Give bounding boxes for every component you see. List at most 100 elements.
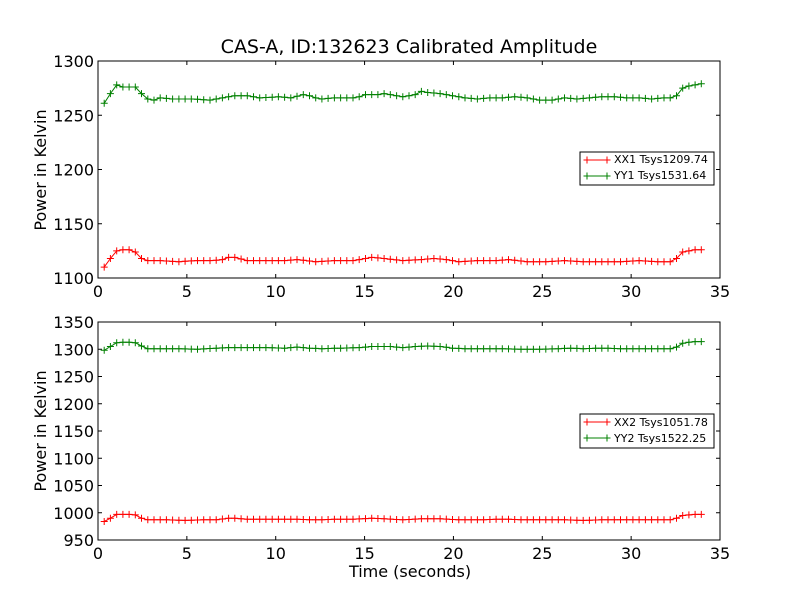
data-point-marker <box>405 92 413 100</box>
data-point-marker <box>573 95 581 103</box>
data-point-marker <box>467 345 475 353</box>
data-point-marker <box>287 94 295 102</box>
legend-label-yy2: YY2 Tsys1522.25 <box>613 432 706 445</box>
data-point-marker <box>424 342 432 350</box>
data-point-marker <box>585 258 593 266</box>
data-point-marker <box>100 263 108 271</box>
data-point-marker <box>635 345 643 353</box>
data-point-marker <box>511 256 519 264</box>
data-point-marker <box>144 516 152 524</box>
data-point-marker <box>150 516 158 524</box>
data-point-marker <box>218 515 226 523</box>
data-point-marker <box>542 96 550 104</box>
data-point-marker <box>225 344 233 352</box>
y-tick-label: 1150 <box>53 422 94 441</box>
data-point-marker <box>293 515 301 523</box>
data-point-marker <box>598 93 606 101</box>
data-point-marker <box>386 91 394 99</box>
data-point-marker <box>529 95 537 103</box>
data-point-marker <box>218 94 226 102</box>
data-point-marker <box>368 91 376 99</box>
data-point-marker <box>691 81 699 89</box>
data-point-marker <box>604 93 612 101</box>
data-point-marker <box>685 511 693 519</box>
data-point-marker <box>231 253 239 261</box>
data-point-marker <box>169 95 177 103</box>
legend-label-yy1: YY1 Tsys1531.64 <box>613 169 706 182</box>
data-point-marker <box>256 515 264 523</box>
data-point-marker <box>573 344 581 352</box>
data-point-marker <box>486 94 494 102</box>
data-point-marker <box>162 516 170 524</box>
data-point-marker <box>312 258 320 266</box>
data-point-marker <box>337 94 345 102</box>
data-point-marker <box>411 91 419 99</box>
data-point-marker <box>523 516 531 524</box>
data-point-marker <box>505 256 512 264</box>
legend-swatch-marker <box>583 434 591 442</box>
y-tick-label: 1300 <box>53 340 94 359</box>
data-point-marker <box>536 258 544 266</box>
data-point-marker <box>343 515 351 523</box>
data-point-marker <box>617 93 624 101</box>
data-point-marker <box>306 344 313 352</box>
data-point-marker <box>598 516 606 524</box>
data-point-marker <box>138 514 145 522</box>
data-point-marker <box>368 514 376 522</box>
data-point-marker <box>380 255 388 262</box>
legend-box <box>579 151 715 186</box>
data-point-marker <box>666 258 674 266</box>
data-point-marker <box>660 516 668 524</box>
plot-panel-bottom: XX2 Tsys1051.78 YY2 Tsys1522.25 Power in… <box>31 313 730 581</box>
y-tick-label: 1200 <box>53 395 94 414</box>
data-point-marker <box>473 516 481 524</box>
data-point-marker <box>324 345 332 352</box>
data-point-marker <box>299 516 307 523</box>
chart-title: CAS-A, ID:132623 Calibrated Amplitude <box>221 36 598 58</box>
data-point-marker <box>374 91 382 99</box>
data-point-marker <box>393 516 401 523</box>
data-point-marker <box>654 258 662 266</box>
data-point-marker <box>411 515 419 523</box>
data-point-marker <box>231 514 239 522</box>
data-point-marker <box>237 344 245 352</box>
data-point-marker <box>187 516 195 524</box>
data-point-marker <box>200 345 208 353</box>
data-point-marker <box>169 257 177 265</box>
data-point-marker <box>623 345 631 353</box>
data-point-marker <box>337 515 345 523</box>
data-point-marker <box>206 257 214 265</box>
data-point-marker <box>181 257 189 265</box>
data-point-marker <box>517 345 525 353</box>
y-tick-label: 1350 <box>53 313 94 332</box>
data-point-marker <box>324 257 332 265</box>
data-point-marker <box>641 94 649 102</box>
data-point-marker <box>685 247 693 255</box>
data-point-marker <box>306 257 313 265</box>
data-point-marker <box>461 516 469 524</box>
data-point-marker <box>523 345 531 353</box>
data-point-marker <box>113 81 121 89</box>
data-point-marker <box>250 93 257 101</box>
data-point-marker <box>548 516 556 524</box>
data-point-marker <box>666 94 674 102</box>
data-point-marker <box>492 515 500 523</box>
data-point-marker <box>679 512 687 519</box>
data-point-marker <box>492 345 500 353</box>
data-point-marker <box>343 94 351 102</box>
data-point-marker <box>131 83 139 91</box>
data-point-marker <box>100 518 108 525</box>
data-point-marker <box>455 258 463 266</box>
data-point-marker <box>218 344 226 352</box>
x-tick-label: 0 <box>93 544 103 563</box>
data-point-marker <box>362 515 369 523</box>
legend-swatch-marker <box>603 418 611 426</box>
data-point-marker <box>131 511 139 519</box>
data-point-marker <box>461 257 469 265</box>
data-point-marker <box>362 343 369 351</box>
data-point-marker <box>175 95 183 103</box>
data-point-marker <box>629 345 637 353</box>
data-point-marker <box>405 516 413 523</box>
